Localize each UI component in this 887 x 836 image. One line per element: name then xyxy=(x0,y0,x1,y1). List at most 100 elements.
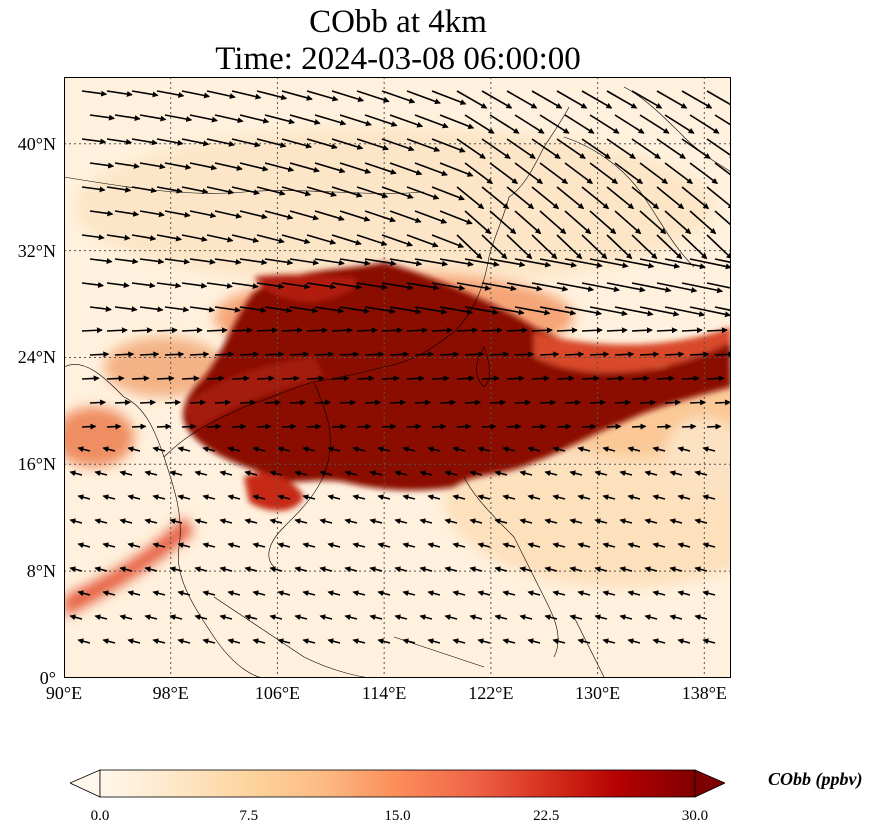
wind-arrow xyxy=(81,375,100,382)
wind-arrow xyxy=(552,590,566,597)
wind-arrow xyxy=(102,590,116,597)
wind-arrow xyxy=(69,614,83,621)
wind-arrow xyxy=(631,186,660,210)
wind-arrow xyxy=(344,614,358,621)
wind-arrow xyxy=(452,494,466,501)
wind-arrow xyxy=(144,470,158,477)
wind-arrow xyxy=(306,90,339,102)
wind-arrow xyxy=(252,446,266,453)
lon-tick-label: 90°E xyxy=(45,683,83,703)
wind-arrow xyxy=(556,186,585,210)
wind-arrow xyxy=(414,306,448,315)
wind-arrow xyxy=(314,399,332,406)
wind-arrow xyxy=(89,210,114,217)
wind-arrow xyxy=(139,258,165,265)
wind-arrow xyxy=(506,282,543,292)
wind-arrow xyxy=(531,423,547,430)
wind-arrow xyxy=(81,423,97,430)
wind-arrow xyxy=(94,566,108,573)
wind-arrow xyxy=(81,234,105,241)
wind-arrow xyxy=(639,114,670,134)
wind-arrow xyxy=(481,234,508,260)
wind-arrow xyxy=(206,327,228,334)
wind-arrow xyxy=(556,90,588,109)
wind-arrow xyxy=(531,375,550,382)
wind-arrow xyxy=(681,90,713,109)
wind-arrow xyxy=(581,423,597,430)
wind-arrow xyxy=(302,446,316,453)
wind-arrow xyxy=(239,306,267,313)
wind-arrow xyxy=(281,375,300,382)
wind-arrow xyxy=(706,90,731,109)
lat-tick-label: 24°N xyxy=(17,347,56,368)
wind-arrow xyxy=(664,162,694,185)
wind-arrow xyxy=(694,566,708,573)
wind-arrow xyxy=(256,423,272,430)
wind-arrow xyxy=(489,258,526,268)
wind-arrow xyxy=(131,282,156,289)
wind-arrow xyxy=(189,306,216,313)
wind-arrow xyxy=(706,423,722,430)
wind-arrow xyxy=(419,518,433,525)
wind-arrow xyxy=(481,423,497,430)
wind-arrow xyxy=(131,327,153,334)
wind-arrow xyxy=(406,327,428,334)
wind-arrow xyxy=(164,399,182,406)
wind-arrow xyxy=(531,90,563,109)
wind-arrow xyxy=(702,494,716,501)
wind-arrow xyxy=(477,590,491,597)
wind-arrow xyxy=(81,327,103,334)
wind-arrow xyxy=(514,162,544,185)
wind-arrow xyxy=(639,210,667,235)
wind-arrow xyxy=(431,234,465,249)
wind-arrow xyxy=(214,162,243,171)
wind-arrow xyxy=(514,306,551,316)
wind-arrow xyxy=(214,114,244,124)
colorbar-tick-label: 30.0 xyxy=(681,808,709,824)
lon-tick-label: 98°E xyxy=(152,683,189,703)
wind-arrow xyxy=(277,542,291,549)
wind-arrow xyxy=(481,282,517,292)
wind-arrow xyxy=(127,638,141,645)
wind-arrow xyxy=(502,446,516,453)
wind-arrow xyxy=(456,90,488,109)
wind-arrow xyxy=(181,282,208,289)
wind-arrow xyxy=(606,186,635,210)
wind-arrow xyxy=(502,494,516,501)
colorbar xyxy=(70,769,725,798)
wind-arrow xyxy=(139,399,157,406)
wind-arrow xyxy=(519,566,533,573)
wind-arrow xyxy=(219,566,233,573)
wind-arrow xyxy=(352,590,366,597)
wind-arrow xyxy=(394,518,408,525)
wind-arrow xyxy=(527,638,541,645)
wind-arrow xyxy=(669,518,683,525)
wind-arrow xyxy=(277,494,291,501)
wind-arrow xyxy=(714,258,731,264)
wind-arrow xyxy=(381,234,414,247)
wind-arrow xyxy=(94,518,108,525)
wind-arrow xyxy=(319,518,333,525)
wind-arrow xyxy=(252,494,266,501)
wind-arrow xyxy=(177,494,191,501)
wind-arrow xyxy=(231,234,260,243)
wind-arrow xyxy=(506,423,522,430)
wind-arrow xyxy=(419,470,433,477)
wind-arrow xyxy=(714,210,731,227)
wind-arrow xyxy=(577,638,591,645)
wind-arrow xyxy=(139,210,165,218)
wind-arrow xyxy=(156,90,185,98)
colorbar-min-extend xyxy=(70,769,101,798)
wind-arrow xyxy=(77,638,91,645)
wind-arrow xyxy=(577,542,591,549)
wind-arrow xyxy=(456,138,486,159)
wind-arrow xyxy=(339,351,360,358)
wind-arrow xyxy=(206,234,234,243)
wind-arrow xyxy=(569,518,583,525)
wind-arrow xyxy=(581,90,613,109)
wind-arrow xyxy=(402,590,416,597)
wind-arrow xyxy=(256,282,285,290)
wind-arrow xyxy=(544,614,558,621)
wind-arrow xyxy=(669,470,683,477)
wind-arrow xyxy=(81,186,106,193)
